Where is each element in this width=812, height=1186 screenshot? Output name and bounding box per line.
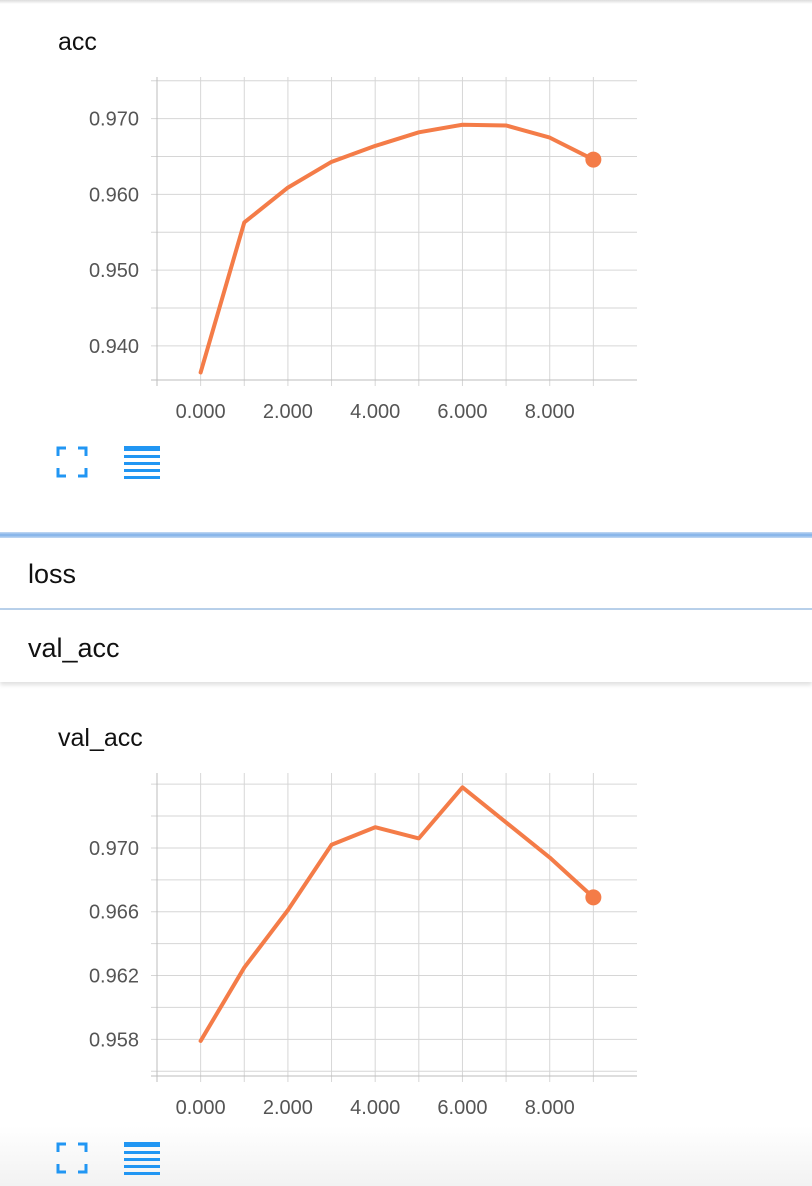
top-shadow xyxy=(0,0,812,4)
last-point-marker xyxy=(585,889,602,906)
data-table-icon xyxy=(124,446,160,479)
x-tick-label: 0.000 xyxy=(176,401,226,423)
data-table-button[interactable] xyxy=(124,444,160,480)
x-tick-label: 8.000 xyxy=(525,1097,575,1119)
series-line xyxy=(198,122,596,375)
y-tick-label: 0.958 xyxy=(89,1029,139,1051)
fullscreen-icon xyxy=(56,446,88,478)
x-tick-label: 0.000 xyxy=(176,1097,226,1119)
fullscreen-button[interactable] xyxy=(54,1140,90,1176)
y-tick-label: 0.966 xyxy=(89,902,139,924)
section-label-loss: loss xyxy=(28,559,77,589)
chart-title-acc: acc xyxy=(58,28,97,56)
x-tick-label: 2.000 xyxy=(263,1097,313,1119)
bottom-shade xyxy=(0,1126,812,1186)
data-table-icon xyxy=(124,1142,160,1175)
fullscreen-icon xyxy=(56,1142,88,1174)
section-header-val-acc[interactable]: val_acc xyxy=(0,610,812,682)
y-tick-label: 0.960 xyxy=(89,184,139,206)
y-tick-label: 0.962 xyxy=(89,966,139,988)
x-tick-label: 6.000 xyxy=(437,401,487,423)
section-header-loss[interactable]: loss xyxy=(0,538,812,608)
x-tick-label: 8.000 xyxy=(525,401,575,423)
x-tick-label: 4.000 xyxy=(350,1097,400,1119)
y-tick-label: 0.950 xyxy=(89,260,139,282)
chart-title-val-acc: val_acc xyxy=(58,724,143,752)
series-line xyxy=(198,785,596,1043)
y-tick-label: 0.970 xyxy=(89,838,139,860)
acc-chart: 0.940 0.950 0.960 0.970 0.000 2.000 4.000 6.000… xyxy=(89,77,637,423)
y-tick-label: 0.970 xyxy=(89,109,139,131)
fullscreen-button[interactable] xyxy=(54,444,90,480)
y-tick-label: 0.940 xyxy=(89,336,139,358)
section-divider xyxy=(0,608,812,610)
section-divider xyxy=(0,532,812,538)
last-point-marker xyxy=(585,151,602,168)
x-tick-label: 4.000 xyxy=(350,401,400,423)
x-tick-label: 2.000 xyxy=(263,401,313,423)
data-table-button[interactable] xyxy=(124,1140,160,1176)
x-tick-label: 6.000 xyxy=(437,1097,487,1119)
section-label-val-acc: val_acc xyxy=(28,633,120,663)
val-acc-chart: 0.958 0.962 0.966 0.970 0.000 2.000 4.000 6.000… xyxy=(89,773,637,1119)
